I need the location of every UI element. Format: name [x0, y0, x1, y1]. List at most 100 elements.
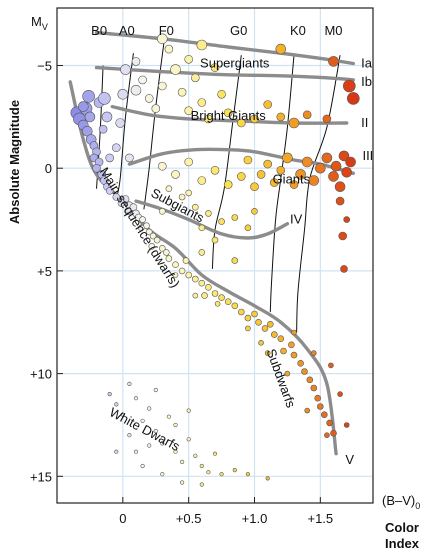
star-point — [212, 451, 218, 456]
star-point — [164, 44, 174, 54]
star-point — [261, 325, 269, 332]
star-point — [277, 335, 285, 343]
star-point — [251, 310, 258, 318]
star-point — [302, 110, 312, 120]
star-point — [338, 150, 350, 162]
star-point — [258, 339, 264, 346]
star-point — [219, 472, 224, 477]
star-point — [180, 459, 185, 465]
star-point — [197, 176, 207, 185]
star-point — [133, 449, 139, 454]
star-point — [172, 272, 179, 278]
y-axis-title: Absolute Magnitude — [7, 100, 22, 224]
spectral-type-line — [269, 55, 295, 313]
star-point — [78, 101, 89, 112]
luminosity-class-label: Ib — [361, 74, 372, 89]
star-point — [185, 271, 192, 279]
spectral-type-labels: B0 A0 F0 G0 K0 M0 — [91, 23, 342, 38]
star-point — [345, 156, 356, 168]
star-point — [114, 449, 119, 454]
star-point — [158, 81, 167, 91]
star-point — [177, 87, 187, 97]
star-point — [314, 394, 322, 402]
star-point — [145, 228, 153, 236]
star-point — [340, 265, 348, 273]
luminosity-class-curve — [94, 30, 355, 66]
y-axis-top-label: MV — [31, 14, 48, 32]
star-point — [199, 482, 204, 487]
x-axis-label: (B–V)0 — [382, 493, 420, 511]
star-point — [117, 199, 126, 207]
spectral-type-label: F0 — [159, 23, 174, 38]
star-point — [328, 171, 339, 182]
star-point — [165, 255, 173, 262]
star-point — [193, 453, 198, 458]
star-point — [125, 153, 134, 163]
star-point — [265, 476, 270, 481]
luminosity-class-curve — [68, 80, 338, 456]
star-point — [160, 441, 165, 446]
star-point — [105, 153, 114, 163]
x-axis-caption-color: Color — [385, 520, 419, 535]
star-point — [342, 79, 356, 93]
star-point — [205, 283, 212, 291]
star-point — [245, 472, 250, 477]
star-point — [322, 114, 332, 124]
luminosity-class-label: IV — [290, 212, 303, 227]
luminosity-class-curve — [134, 199, 290, 240]
star-point — [206, 470, 211, 475]
star-point — [269, 178, 279, 187]
star-point — [326, 419, 333, 427]
star-point — [301, 368, 308, 375]
star-point — [173, 422, 178, 428]
star-point — [138, 224, 145, 232]
y-tick-label: −5 — [37, 59, 52, 74]
star-point — [127, 381, 132, 387]
star-point — [159, 245, 166, 252]
star-point — [120, 412, 125, 417]
star-point — [186, 437, 191, 442]
star-point — [301, 156, 313, 168]
star-point — [170, 64, 181, 75]
star-point — [180, 480, 185, 485]
star-point — [263, 100, 273, 109]
star-point — [324, 432, 330, 439]
star-point — [112, 193, 121, 201]
spectral-type-label: M0 — [324, 23, 342, 38]
luminosity-class-label: Ia — [361, 55, 373, 70]
star-point — [120, 64, 131, 75]
star-point — [218, 294, 225, 301]
star-point — [270, 331, 278, 338]
star-point — [157, 33, 168, 45]
x-tick-label: +1.5 — [307, 511, 333, 526]
star-point — [178, 193, 186, 201]
x-axis-caption-index: Index — [385, 536, 420, 551]
star-point — [250, 114, 259, 124]
star-point — [127, 433, 132, 438]
luminosity-class-label: II — [361, 115, 368, 130]
star-point — [237, 118, 246, 128]
star-point — [337, 391, 343, 397]
star-point — [308, 175, 320, 186]
star-point — [191, 73, 200, 83]
star-point — [218, 218, 225, 225]
star-point — [114, 402, 119, 407]
star-point — [159, 208, 166, 215]
star-point — [341, 167, 353, 178]
star-point — [250, 182, 259, 191]
star-point — [321, 152, 333, 164]
star-point — [330, 429, 337, 437]
star-point — [295, 169, 306, 180]
star-point — [328, 56, 339, 67]
star-point — [185, 189, 192, 197]
star-point — [320, 411, 328, 419]
luminosity-class-label: III — [362, 148, 373, 163]
star-point — [140, 463, 145, 469]
star-point — [338, 231, 348, 241]
star-point — [133, 396, 139, 401]
star-point — [255, 318, 262, 326]
region-label: Giants — [273, 172, 311, 187]
star-point — [210, 63, 220, 72]
axes: 0 +0.5 +1.0 +1.5 −5 0 +5 +10 +15 — [30, 7, 374, 526]
star-point — [251, 208, 258, 215]
